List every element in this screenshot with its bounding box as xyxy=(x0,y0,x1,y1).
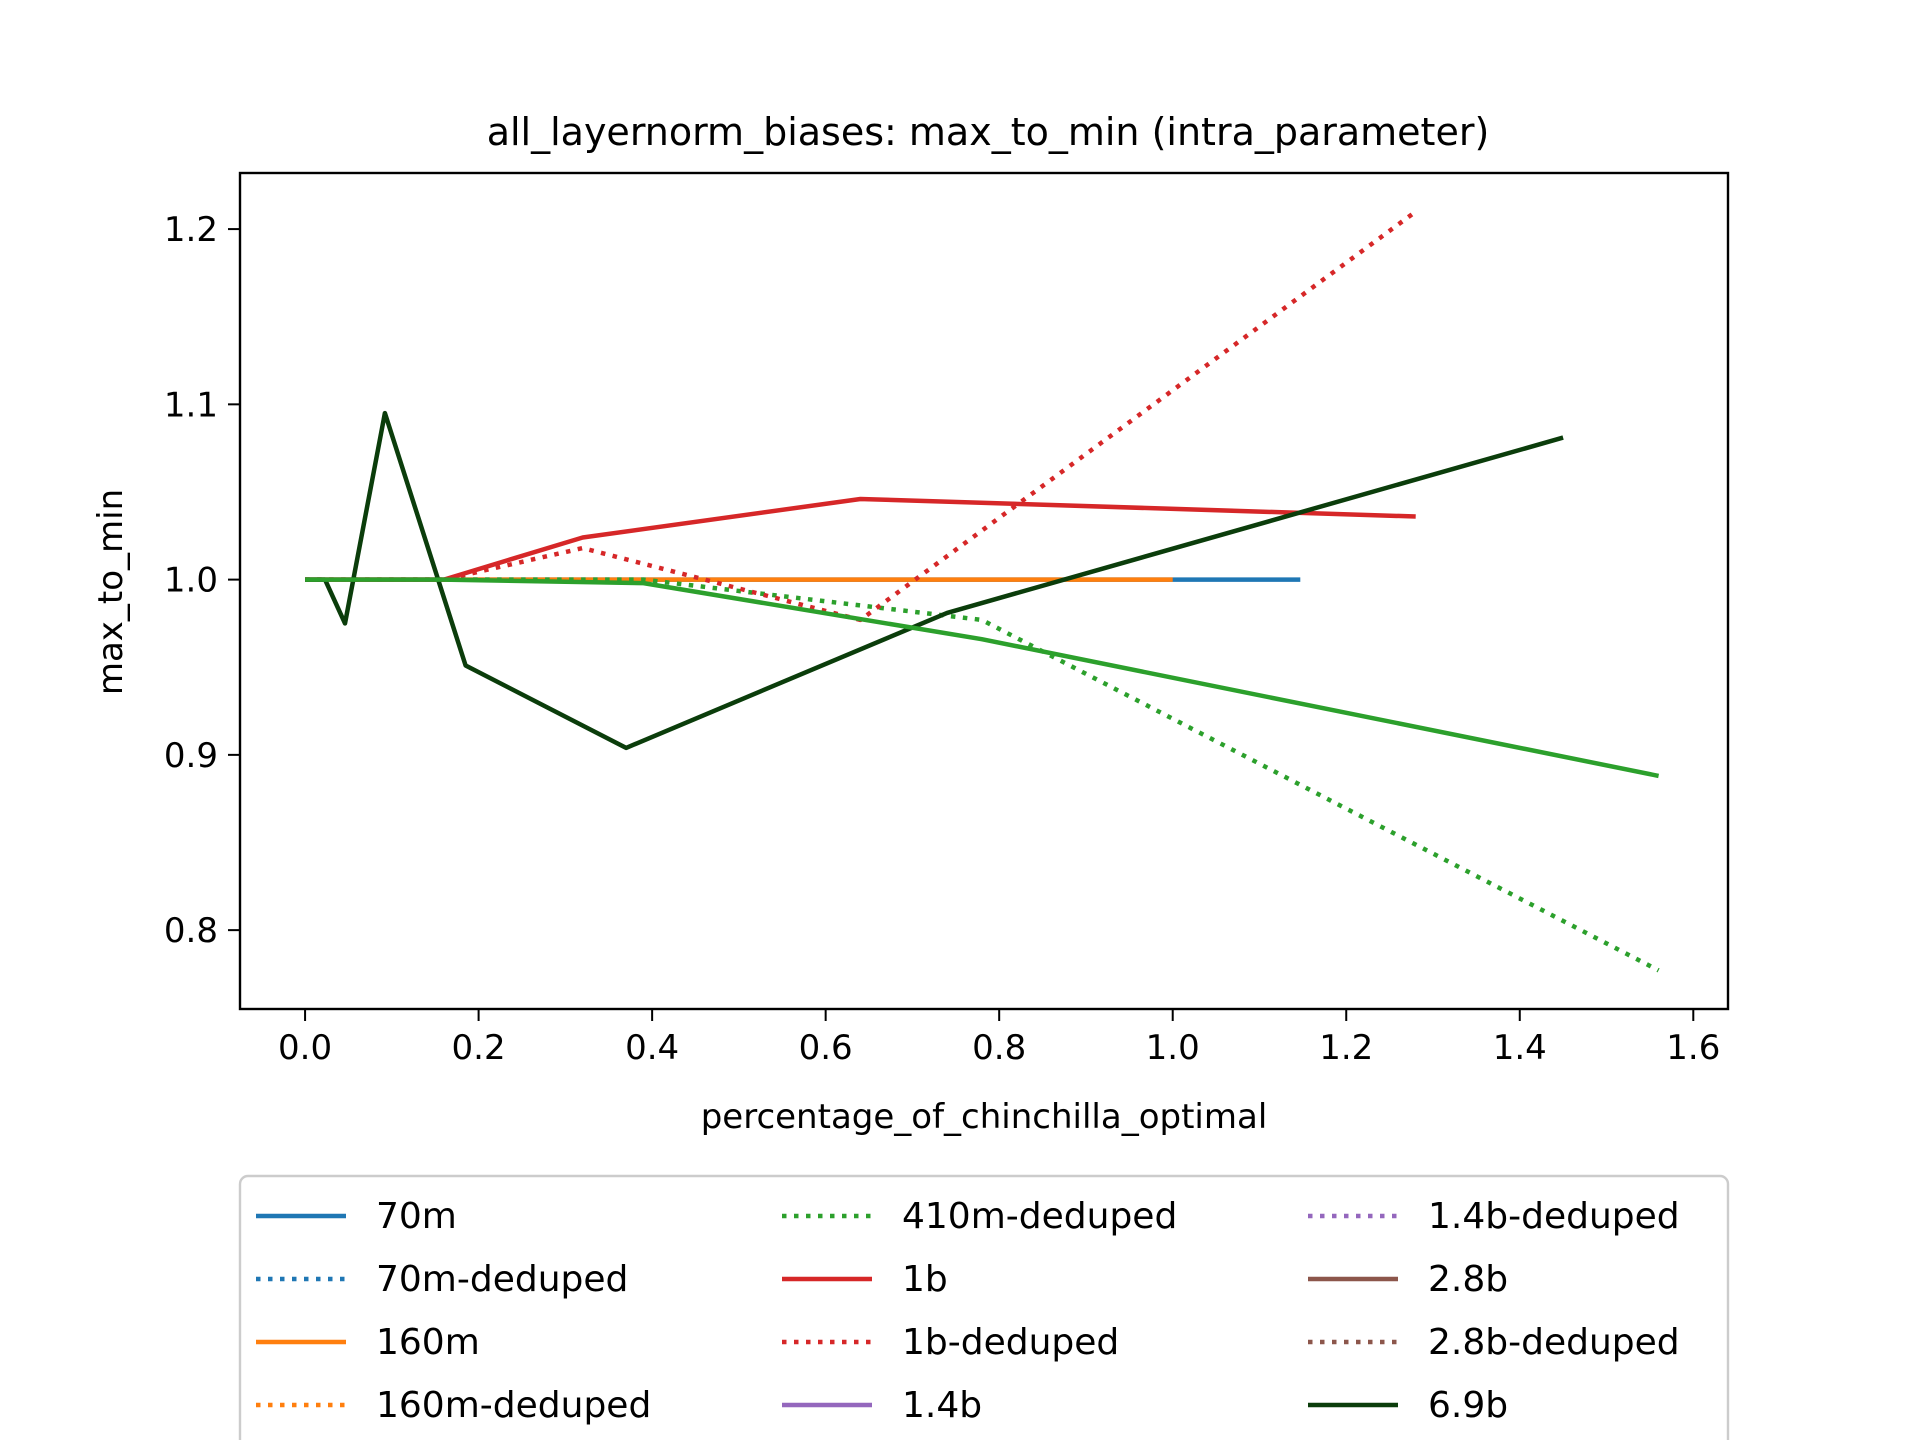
legend: 70m 70m-deduped 160m 160m-deduped 410m-dedup… xyxy=(238,1174,1730,1440)
legend-label-2p8b-deduped: 2.8b-deduped xyxy=(1428,1322,1680,1363)
legend-label-160m: 160m xyxy=(376,1322,480,1363)
chart-title: all_layernorm_biases: max_to_min (intra_… xyxy=(487,110,1490,154)
legend-label-2p8b: 2.8b xyxy=(1428,1259,1508,1300)
series-line-1b xyxy=(305,496,1416,582)
x-tick-label: 0.6 xyxy=(799,1028,853,1068)
plot-frame xyxy=(238,171,1730,1011)
x-tick-label: 1.6 xyxy=(1666,1028,1720,1068)
x-tick-label: 1.4 xyxy=(1493,1028,1547,1068)
legend-label-160m-deduped: 160m-deduped xyxy=(376,1385,651,1426)
legend-label-70m-deduped: 70m-deduped xyxy=(376,1259,628,1300)
x-tick-label: 1.2 xyxy=(1319,1028,1373,1068)
legend-frame xyxy=(238,1174,1730,1440)
y-tick-label: 1.0 xyxy=(164,561,218,601)
legend-label-6p9b: 6.9b xyxy=(1428,1385,1508,1426)
y-axis-label: max_to_min xyxy=(91,489,131,695)
legend-label-1p4b: 1.4b xyxy=(902,1385,982,1426)
series-lines xyxy=(305,209,1660,973)
x-tick-label: 0.8 xyxy=(972,1028,1026,1068)
y-axis: 0.8 0.9 1.0 1.1 1.2 xyxy=(164,210,240,951)
series-line-unlabeled-12 xyxy=(305,577,1660,779)
series-line-410m-deduped xyxy=(305,577,1660,973)
legend-label-410m-deduped: 410m-deduped xyxy=(902,1196,1177,1237)
x-tick-label: 0.0 xyxy=(278,1028,332,1068)
legend-label-70m: 70m xyxy=(376,1196,457,1237)
y-tick-label: 0.8 xyxy=(164,911,218,951)
y-tick-label: 1.2 xyxy=(164,210,218,250)
legend-label-1b: 1b xyxy=(902,1259,948,1300)
series-line-1b-deduped xyxy=(305,209,1418,623)
series-line-6p9b xyxy=(305,410,1564,751)
x-axis-label: percentage_of_chinchilla_optimal xyxy=(701,1097,1268,1137)
legend-label-1b-deduped: 1b-deduped xyxy=(902,1322,1119,1363)
x-tick-label: 0.4 xyxy=(625,1028,679,1068)
legend-label-1p4b-deduped: 1.4b-deduped xyxy=(1428,1196,1680,1237)
y-tick-label: 1.1 xyxy=(164,385,218,425)
x-axis: 0.0 0.2 0.4 0.6 0.8 1.0 1.2 1.4 1.6 xyxy=(278,1009,1720,1068)
x-tick-label: 1.0 xyxy=(1146,1028,1200,1068)
y-tick-label: 0.9 xyxy=(164,736,218,776)
x-tick-label: 0.2 xyxy=(452,1028,506,1068)
